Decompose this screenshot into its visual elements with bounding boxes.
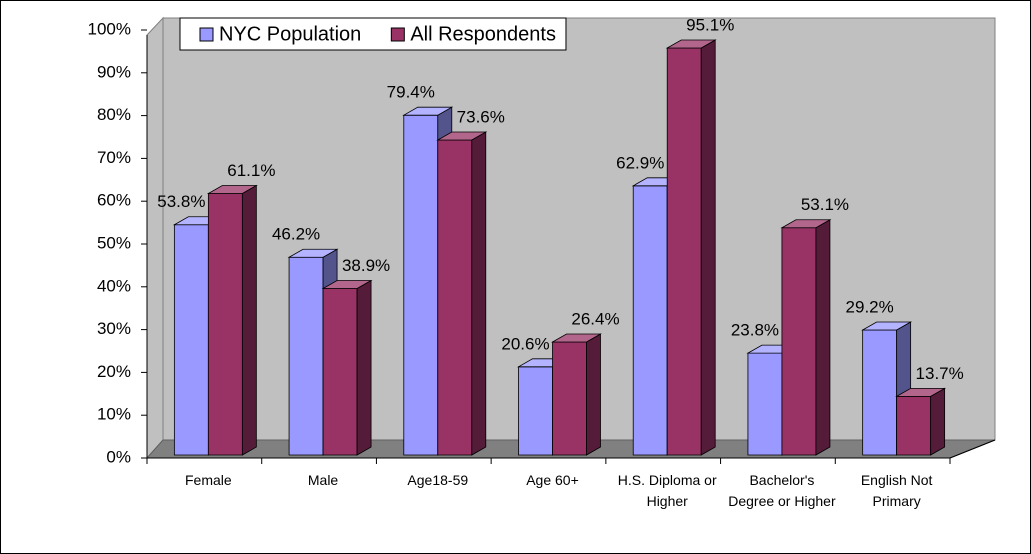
bar bbox=[550, 333, 603, 456]
legend-label: All Respondents bbox=[410, 23, 556, 45]
bar-top bbox=[861, 321, 913, 331]
legend-label: NYC Population bbox=[219, 23, 361, 45]
bar-front bbox=[862, 329, 898, 456]
data-label: 23.8% bbox=[731, 321, 779, 340]
y-tick-label: 0% bbox=[106, 447, 131, 466]
x-tick-label: Bachelor's Degree or Higher bbox=[728, 472, 836, 509]
bar-side bbox=[700, 39, 716, 456]
bar-front bbox=[552, 341, 587, 456]
bar-front bbox=[437, 139, 473, 456]
data-label: 38.9% bbox=[342, 256, 390, 275]
data-label: 29.2% bbox=[846, 298, 894, 317]
bar bbox=[206, 184, 258, 456]
y-tick-label: 100% bbox=[88, 19, 131, 38]
bar bbox=[321, 279, 373, 456]
bar-top bbox=[402, 106, 454, 116]
bar bbox=[436, 131, 488, 456]
data-label: 46.2% bbox=[272, 225, 320, 244]
bar-side bbox=[586, 333, 601, 456]
bar-top bbox=[550, 333, 603, 343]
x-tick-label: Female bbox=[185, 472, 232, 488]
bar-front bbox=[288, 256, 324, 456]
data-label: 79.4% bbox=[387, 83, 435, 102]
data-label: 53.8% bbox=[157, 192, 205, 211]
y-tick-label: 70% bbox=[97, 148, 131, 167]
bar-front bbox=[896, 395, 932, 456]
y-tick-label: 50% bbox=[97, 233, 131, 252]
bar-front bbox=[747, 352, 783, 456]
bar bbox=[780, 219, 832, 456]
legend-swatch bbox=[390, 27, 405, 42]
data-label: 20.6% bbox=[501, 334, 549, 353]
y-tick-label: 40% bbox=[97, 276, 131, 295]
bar-side bbox=[815, 219, 831, 456]
bar bbox=[665, 39, 717, 456]
x-tick-label: Male bbox=[307, 472, 339, 488]
side-wall bbox=[146, 16, 164, 460]
data-label: 73.6% bbox=[457, 107, 505, 126]
data-label: 61.1% bbox=[227, 161, 275, 180]
bar bbox=[895, 387, 947, 456]
y-tick-label: 30% bbox=[97, 319, 131, 338]
bar-side bbox=[930, 387, 946, 456]
bar-top bbox=[895, 387, 947, 397]
bar-side bbox=[471, 131, 487, 456]
x-axis-depth bbox=[949, 439, 996, 459]
y-tick-label: 20% bbox=[97, 362, 131, 381]
bar-front bbox=[403, 114, 439, 456]
bar-side bbox=[356, 279, 372, 456]
bar-top bbox=[665, 39, 717, 49]
bar-top bbox=[321, 280, 373, 289]
bar-top bbox=[780, 219, 832, 229]
data-label: 26.4% bbox=[571, 309, 619, 328]
bar-top bbox=[206, 185, 258, 194]
y-tick-label: 10% bbox=[97, 405, 131, 424]
data-label: 13.7% bbox=[916, 364, 964, 383]
bar-front bbox=[666, 47, 702, 456]
x-tick-label: English Not Primary bbox=[860, 472, 933, 509]
bar-front bbox=[518, 366, 553, 456]
bar-side bbox=[241, 184, 257, 456]
y-tick-label: 60% bbox=[97, 191, 131, 210]
y-tick-label: 80% bbox=[97, 105, 131, 124]
x-tick-label: Age 60+ bbox=[526, 472, 579, 488]
bar-front bbox=[173, 224, 209, 456]
x-tick-label: H.S. Diploma or Higher bbox=[617, 472, 717, 509]
bar-top bbox=[287, 248, 339, 258]
data-label: 62.9% bbox=[616, 153, 664, 172]
bar-front bbox=[781, 227, 817, 456]
legend bbox=[179, 17, 567, 51]
bar-front bbox=[322, 288, 358, 456]
bar-front bbox=[632, 185, 668, 456]
legend-swatch bbox=[199, 27, 214, 42]
y-tick-label: 90% bbox=[97, 62, 131, 81]
data-label: 53.1% bbox=[801, 195, 849, 214]
x-tick-label: Age18-59 bbox=[407, 472, 469, 488]
bar-top bbox=[436, 131, 488, 141]
data-label: 95.1% bbox=[686, 15, 734, 34]
bar-front bbox=[207, 193, 243, 456]
